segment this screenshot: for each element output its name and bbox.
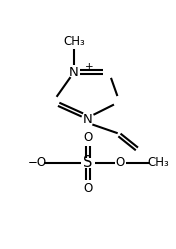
- Text: CH₃: CH₃: [148, 156, 170, 169]
- Text: O: O: [83, 182, 93, 195]
- Text: N: N: [69, 66, 79, 79]
- Text: −O: −O: [28, 156, 47, 169]
- Text: +: +: [84, 62, 93, 72]
- Text: N: N: [83, 113, 93, 126]
- Text: O: O: [116, 156, 125, 169]
- Text: S: S: [83, 155, 93, 170]
- Text: CH₃: CH₃: [63, 35, 85, 48]
- Text: O: O: [83, 131, 93, 144]
